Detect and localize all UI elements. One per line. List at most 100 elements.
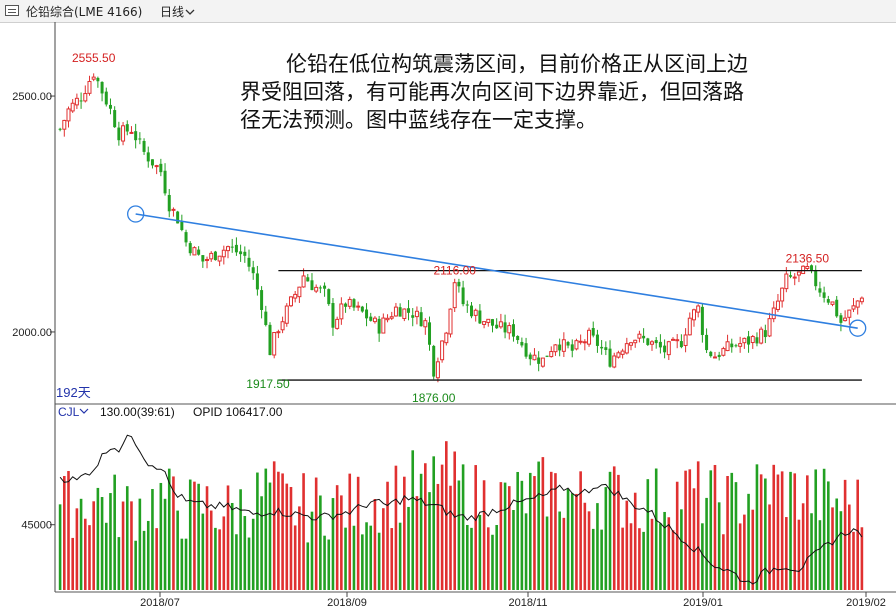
candle-body-down	[138, 138, 142, 140]
candle-body-up	[843, 317, 848, 322]
volume-bar	[507, 486, 511, 590]
volume-bar	[717, 502, 721, 590]
candle-body-down	[255, 273, 259, 290]
candle-body-down	[810, 265, 814, 271]
candle-body-down	[125, 124, 129, 132]
candle-body-up	[389, 316, 394, 319]
candle-body-down	[327, 289, 331, 305]
candle-body-up	[553, 344, 558, 353]
volume-bar	[100, 497, 104, 590]
volume-bar	[591, 528, 595, 590]
chart-menu-icon[interactable]	[5, 5, 19, 16]
volume-bar	[453, 451, 457, 590]
volume-bar	[596, 503, 599, 590]
candle-body-up	[393, 306, 398, 317]
volume-bar	[104, 522, 108, 590]
candle-body-down	[705, 334, 709, 351]
volume-bar	[226, 485, 230, 590]
candle-body-down	[524, 343, 528, 357]
candle-body-down	[600, 346, 604, 349]
volume-bar	[327, 539, 331, 590]
candle-body-up	[444, 332, 449, 344]
volume-bar	[75, 508, 79, 590]
candle-body-down	[570, 344, 574, 351]
candle-body-up	[440, 340, 445, 361]
volume-bar	[797, 519, 801, 590]
candle-body-down	[251, 267, 255, 274]
candle-body-down	[528, 354, 532, 360]
candle-body-down	[646, 338, 650, 345]
candle-body-down	[264, 311, 268, 325]
candle-body-up	[205, 259, 210, 262]
volume-bar	[852, 531, 855, 590]
x-tick-label: 2018/11	[509, 597, 548, 609]
candle-body-down	[230, 246, 234, 248]
period-selector[interactable]: 日线	[160, 3, 195, 20]
candle-body-down	[734, 345, 738, 347]
candle-body-down	[58, 128, 62, 130]
volume-bar	[365, 522, 368, 590]
volume-bar	[570, 493, 574, 590]
candle-body-up	[372, 317, 377, 323]
candle-body-down	[79, 100, 83, 102]
analysis-annotation: 伦铅在低位构筑震荡区间，目前价格正从区间上边 界受阻回落，有可能再次向区间下边界…	[240, 50, 840, 134]
range-lines	[278, 269, 862, 381]
volume-bar	[373, 499, 377, 590]
candle-body-up	[435, 361, 440, 379]
volume-bar	[335, 485, 339, 590]
volume-bar	[419, 473, 423, 590]
volume-bar	[629, 523, 633, 590]
annotation-line-3: 径无法预测。图中蓝线存在一定支撑。	[240, 108, 597, 132]
candle-body-down	[377, 318, 381, 334]
candle-body-up	[549, 351, 554, 358]
volume-bar	[465, 524, 469, 590]
chevron-down-icon	[185, 9, 195, 15]
volume-bar	[457, 480, 461, 590]
candle-body-down	[545, 355, 549, 357]
price-y-ticks: 2500.00 2000.00	[12, 91, 55, 339]
candle-body-up	[314, 286, 319, 292]
candle-body-up	[796, 271, 801, 276]
candle-body-down	[117, 127, 121, 141]
candle-body-down	[398, 307, 402, 317]
candle-body-down	[478, 310, 482, 324]
candle-body-down	[247, 257, 251, 267]
candle-body-up	[587, 329, 592, 345]
volume-bar	[743, 514, 746, 590]
volume-bar	[377, 532, 381, 590]
candle-body-up	[675, 339, 680, 342]
volume-bar	[789, 471, 792, 590]
volume-bar	[575, 493, 578, 590]
candle-body-up	[293, 293, 298, 299]
volume-bar	[403, 476, 406, 590]
candle-body-down	[789, 275, 793, 277]
candle-body-up	[532, 354, 537, 361]
volume-bar	[478, 514, 482, 590]
volume-bar	[197, 483, 200, 590]
candle-body-up	[402, 308, 407, 320]
volume-bar	[642, 531, 645, 590]
price-tick-label: 2000.00	[12, 327, 52, 339]
volume-bar	[780, 471, 784, 590]
candle-body-up	[738, 343, 743, 347]
candle-body-up	[540, 357, 545, 367]
candle-body-down	[747, 336, 751, 345]
candle-body-down	[516, 336, 520, 341]
volume-bar	[722, 534, 725, 590]
volume-bar	[734, 482, 738, 590]
candle-body-down	[100, 81, 104, 94]
candle-body-up	[448, 308, 453, 335]
candle-body-up	[666, 341, 671, 356]
candle-body-up	[272, 332, 277, 356]
volume-bar	[218, 529, 221, 590]
volume-bar	[125, 486, 129, 590]
volume-bar	[814, 469, 818, 590]
volume-bar	[109, 493, 112, 590]
volume-bar	[440, 464, 444, 590]
candle-body-up	[578, 340, 583, 343]
price-labels: 2555.50 1917.50 1876.00 2116.00 2136.50 192天	[56, 51, 829, 405]
volume-bar	[83, 518, 87, 590]
volume-bar	[163, 498, 167, 590]
candle-body-down	[310, 280, 314, 291]
